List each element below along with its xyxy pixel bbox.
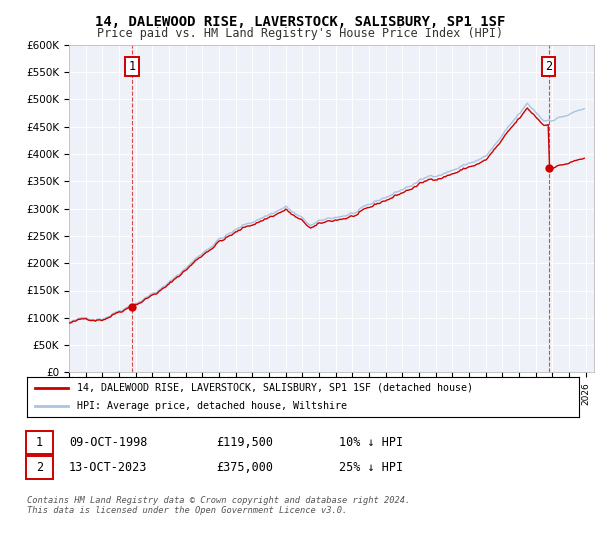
Text: Price paid vs. HM Land Registry's House Price Index (HPI): Price paid vs. HM Land Registry's House … (97, 27, 503, 40)
Text: Contains HM Land Registry data © Crown copyright and database right 2024.
This d: Contains HM Land Registry data © Crown c… (27, 496, 410, 515)
Text: HPI: Average price, detached house, Wiltshire: HPI: Average price, detached house, Wilt… (77, 402, 347, 411)
Text: 2: 2 (545, 59, 552, 73)
Text: 14, DALEWOOD RISE, LAVERSTOCK, SALISBURY, SP1 1SF: 14, DALEWOOD RISE, LAVERSTOCK, SALISBURY… (95, 15, 505, 29)
Text: £375,000: £375,000 (216, 461, 273, 474)
Text: 09-OCT-1998: 09-OCT-1998 (69, 436, 148, 449)
Text: 14, DALEWOOD RISE, LAVERSTOCK, SALISBURY, SP1 1SF (detached house): 14, DALEWOOD RISE, LAVERSTOCK, SALISBURY… (77, 383, 473, 393)
Text: 10% ↓ HPI: 10% ↓ HPI (339, 436, 403, 449)
Text: 1: 1 (128, 59, 136, 73)
Text: £119,500: £119,500 (216, 436, 273, 449)
Text: 1: 1 (36, 436, 43, 449)
Text: 13-OCT-2023: 13-OCT-2023 (69, 461, 148, 474)
Text: 2: 2 (36, 461, 43, 474)
Text: 25% ↓ HPI: 25% ↓ HPI (339, 461, 403, 474)
